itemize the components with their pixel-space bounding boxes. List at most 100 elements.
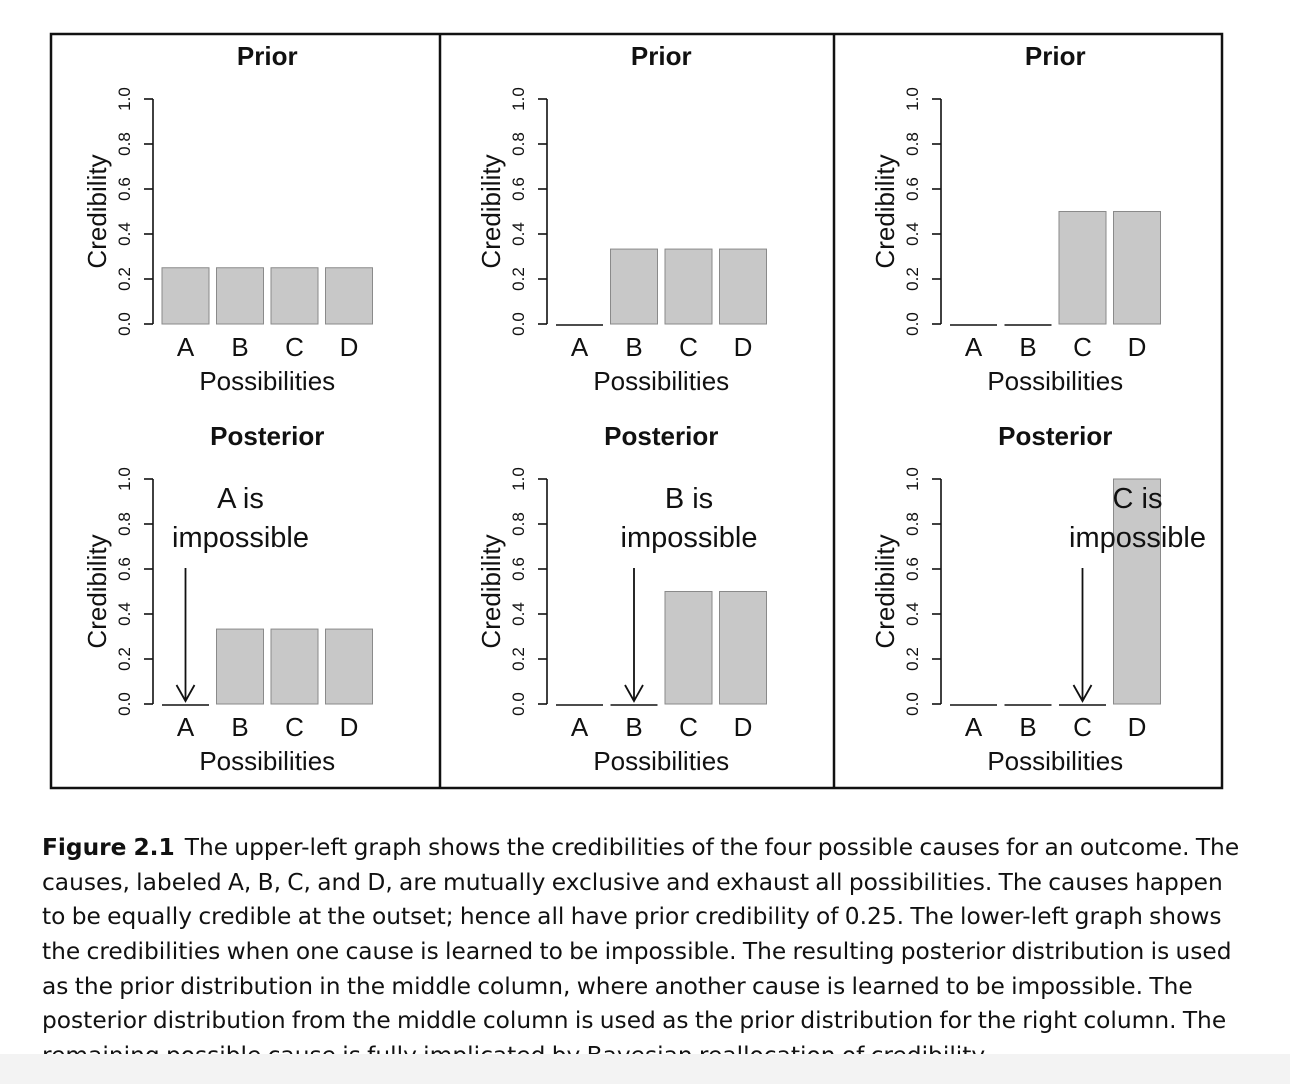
y-tick-label: 0.8 bbox=[509, 132, 528, 156]
x-tick-label: A bbox=[965, 332, 983, 362]
figure-panel: Prior 0.0 0.2 0.4 0.6 0.8 1.0 Credibility A B C D Po… bbox=[49, 32, 1224, 790]
y-tick-label: 0.4 bbox=[903, 602, 922, 626]
x-tick-label: D bbox=[734, 332, 753, 362]
chart-right-top: Prior 0.0 0.2 0.4 0.6 0.8 1.0 Credibility A B C DPo… bbox=[870, 41, 1161, 396]
x-tick-label: D bbox=[734, 712, 753, 742]
y-tick-label: 1.0 bbox=[509, 87, 528, 111]
y-axis-label: Credibility bbox=[476, 154, 506, 268]
y-tick-label: 1.0 bbox=[509, 467, 528, 491]
x-axis-label: Possibilities bbox=[987, 366, 1123, 396]
x-tick-label: D bbox=[340, 712, 359, 742]
y-axis-label: Credibility bbox=[476, 534, 506, 648]
y-tick-label: 0.0 bbox=[509, 312, 528, 336]
y-tick-label: 0.0 bbox=[903, 692, 922, 716]
chart-middle-top: Prior 0.0 0.2 0.4 0.6 0.8 1.0 Credibility A B C DPo… bbox=[476, 41, 767, 396]
x-tick-label: B bbox=[1019, 332, 1036, 362]
y-tick-label: 0.6 bbox=[509, 177, 528, 201]
y-tick-label: 0.4 bbox=[903, 222, 922, 246]
y-tick-label: 0.6 bbox=[115, 557, 134, 581]
caption-label: Figure 2.1 bbox=[42, 834, 175, 862]
y-tick-label: 0.2 bbox=[115, 647, 134, 671]
x-tick-label: C bbox=[285, 332, 304, 362]
bar-D bbox=[719, 591, 767, 705]
x-axis-label: Possibilities bbox=[593, 366, 729, 396]
chart-middle-bottom: Posterior 0.0 0.2 0.4 0.6 0.8 1.0 Credibility A B… bbox=[476, 421, 767, 776]
annotation-text: A is bbox=[217, 483, 264, 515]
y-tick-label: 0.6 bbox=[903, 177, 922, 201]
bar-D bbox=[1113, 478, 1161, 705]
annotation-text: B is bbox=[665, 483, 713, 515]
x-tick-label: C bbox=[1073, 712, 1092, 742]
bar-C bbox=[1058, 211, 1107, 325]
y-tick-label: 0.6 bbox=[903, 557, 922, 581]
x-tick-label: B bbox=[1019, 712, 1036, 742]
x-tick-label: B bbox=[625, 332, 642, 362]
y-tick-label: 0.8 bbox=[509, 512, 528, 536]
bar-D bbox=[719, 248, 767, 325]
y-tick-label: 0.0 bbox=[115, 312, 134, 336]
y-tick-label: 0.2 bbox=[509, 267, 528, 291]
x-tick-label: B bbox=[625, 712, 642, 742]
x-tick-label: D bbox=[1128, 332, 1147, 362]
y-tick-label: 0.4 bbox=[509, 602, 528, 626]
x-tick-label: B bbox=[231, 332, 248, 362]
y-tick-label: 0.6 bbox=[509, 557, 528, 581]
bar-C bbox=[664, 248, 713, 325]
x-axis-label: Possibilities bbox=[199, 366, 335, 396]
x-tick-label: C bbox=[1073, 332, 1092, 362]
chart-right-bottom: Posterior 0.0 0.2 0.4 0.6 0.8 1.0 Credibility A B… bbox=[870, 421, 1206, 776]
y-tick-label: 0.4 bbox=[115, 602, 134, 626]
x-tick-label: B bbox=[231, 712, 248, 742]
chart-title: Prior bbox=[237, 41, 298, 71]
y-tick-label: 0.2 bbox=[509, 647, 528, 671]
chart-title: Posterior bbox=[998, 421, 1112, 451]
x-tick-label: D bbox=[340, 332, 359, 362]
bar-B bbox=[216, 628, 264, 705]
figure-frame bbox=[49, 32, 1224, 790]
y-tick-label: 1.0 bbox=[903, 87, 922, 111]
chart-title: Prior bbox=[1025, 41, 1086, 71]
x-tick-label: A bbox=[177, 712, 195, 742]
y-tick-label: 1.0 bbox=[115, 467, 134, 491]
x-axis-label: Possibilities bbox=[199, 746, 335, 776]
annotation-arrowhead bbox=[1072, 684, 1093, 703]
figure-caption: Figure 2.1 The upper-left graph shows the… bbox=[42, 831, 1242, 1073]
y-axis-label: Credibility bbox=[82, 534, 112, 648]
bar-C bbox=[664, 591, 713, 705]
y-tick-label: 0.4 bbox=[115, 222, 134, 246]
annotation-text: impossible bbox=[172, 522, 309, 554]
y-tick-label: 0.8 bbox=[115, 512, 134, 536]
y-tick-label: 0.0 bbox=[115, 692, 134, 716]
annotation-arrowhead bbox=[175, 684, 196, 703]
x-tick-label: C bbox=[679, 332, 698, 362]
y-axis-label: Credibility bbox=[870, 534, 900, 648]
y-tick-label: 0.8 bbox=[903, 512, 922, 536]
chart-title: Prior bbox=[631, 41, 692, 71]
bar-C bbox=[270, 628, 319, 705]
annotation-text: impossible bbox=[1069, 522, 1206, 554]
bar-D bbox=[325, 628, 373, 705]
x-axis-label: Possibilities bbox=[987, 746, 1123, 776]
bar-C bbox=[270, 267, 319, 325]
chart-title: Posterior bbox=[210, 421, 324, 451]
y-tick-label: 0.0 bbox=[903, 312, 922, 336]
y-tick-label: 1.0 bbox=[903, 467, 922, 491]
x-tick-label: A bbox=[965, 712, 983, 742]
x-tick-label: A bbox=[571, 712, 589, 742]
chart-left-top: Prior 0.0 0.2 0.4 0.6 0.8 1.0 Credibility A B C DPo… bbox=[82, 41, 373, 396]
bar-D bbox=[1113, 211, 1161, 325]
y-tick-label: 0.8 bbox=[115, 132, 134, 156]
y-tick-label: 1.0 bbox=[115, 87, 134, 111]
y-tick-label: 0.8 bbox=[903, 132, 922, 156]
x-axis-label: Possibilities bbox=[593, 746, 729, 776]
chart-title: Posterior bbox=[604, 421, 718, 451]
x-tick-label: D bbox=[1128, 712, 1147, 742]
bar-B bbox=[216, 267, 264, 325]
x-tick-label: C bbox=[679, 712, 698, 742]
y-tick-label: 0.4 bbox=[509, 222, 528, 246]
annotation-text: C is bbox=[1113, 483, 1163, 515]
y-tick-label: 0.2 bbox=[903, 267, 922, 291]
x-tick-label: A bbox=[571, 332, 589, 362]
y-axis-label: Credibility bbox=[870, 154, 900, 268]
